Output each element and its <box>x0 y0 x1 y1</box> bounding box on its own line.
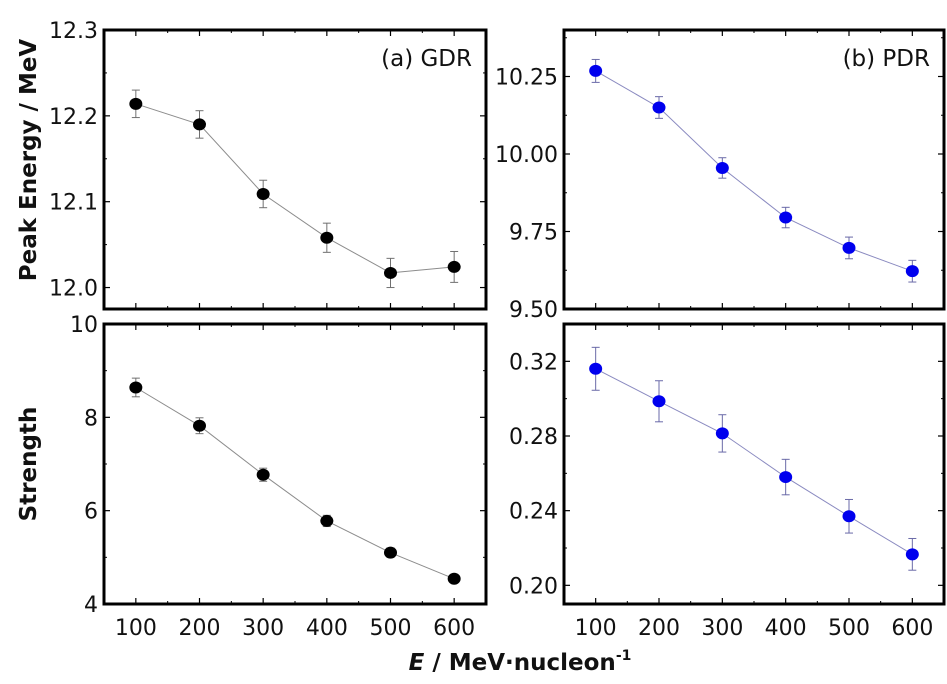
x-tick-label: 500 <box>828 616 870 641</box>
x-tick-label: 300 <box>242 616 284 641</box>
y-tick-label: 10 <box>70 313 98 338</box>
series-line <box>595 368 913 555</box>
x-tick-label: 500 <box>370 616 412 641</box>
panel-a-gdr-peak-energy: 12.0 12.1 12.2 12.3 (a) GDR <box>49 19 488 311</box>
series-line <box>135 387 455 580</box>
plot-frame <box>102 322 488 606</box>
data-point <box>320 514 334 527</box>
data-point <box>715 161 729 174</box>
data-point <box>589 362 603 375</box>
panel-label: (b) PDR <box>843 46 930 72</box>
xlabel-italic: E <box>409 650 425 676</box>
x-tick-label: 200 <box>638 616 680 641</box>
data-point <box>384 546 397 559</box>
y-tick-label: 10.25 <box>495 66 558 91</box>
x-tick-label: 100 <box>575 616 617 641</box>
y-tick-label: 0.32 <box>509 350 558 375</box>
data-point <box>193 419 206 432</box>
data-point <box>384 266 397 279</box>
data-point <box>193 118 206 131</box>
y-tick-label: 0.28 <box>509 425 558 450</box>
data-point <box>842 241 856 254</box>
y-tick-label: 9.75 <box>509 221 558 246</box>
data-point <box>320 231 334 244</box>
data-point <box>447 572 461 585</box>
xlabel-superscript: -1 <box>616 648 632 664</box>
panel-d-pdr-strength: 100 200 300 400 500 600 0.20 0.24 0.28 0.32 <box>509 322 946 641</box>
ylabel-strength: Strength <box>16 407 42 522</box>
y-tick-label: 6 <box>84 500 98 525</box>
y-tick-label: 12.2 <box>49 105 98 130</box>
data-point <box>129 97 143 110</box>
data-point <box>447 260 461 273</box>
data-point <box>905 265 919 278</box>
data-point <box>779 211 793 224</box>
y-tick-label: 12.1 <box>49 191 98 216</box>
y-tick-label: 9.50 <box>509 298 558 323</box>
data-point <box>715 427 729 440</box>
y-tick-label: 12.3 <box>49 19 98 44</box>
series-line <box>135 103 455 274</box>
x-tick-label: 200 <box>179 616 221 641</box>
plot-frame <box>562 322 946 606</box>
ylabel-peak-energy: Peak Energy / MeV <box>16 39 42 282</box>
panel-label: (a) GDR <box>381 46 472 72</box>
data-point <box>779 471 793 484</box>
x-tick-label: 600 <box>433 616 475 641</box>
data-point <box>589 64 603 77</box>
data-point <box>905 548 919 561</box>
y-tick-label: 8 <box>84 406 98 431</box>
y-tick-label: 4 <box>84 593 98 618</box>
data-point <box>129 381 143 394</box>
y-tick-label: 12.0 <box>49 277 98 302</box>
y-tick-label: 10.00 <box>495 143 558 168</box>
y-tick-label: 0.20 <box>509 574 558 599</box>
x-tick-label: 600 <box>891 616 933 641</box>
x-tick-label: 400 <box>765 616 807 641</box>
panel-c-gdr-strength: 100 200 300 400 500 600 4 6 8 10 <box>70 313 488 641</box>
series-line <box>595 70 913 272</box>
data-point <box>842 510 856 523</box>
data-point <box>256 468 270 481</box>
xlabel-text: / MeV·nucleon <box>424 650 615 676</box>
data-point <box>652 101 666 114</box>
x-tick-label: 400 <box>306 616 348 641</box>
x-tick-label: 100 <box>115 616 157 641</box>
y-tick-label: 0.24 <box>509 500 558 525</box>
data-point <box>652 395 666 408</box>
xlabel-shared: E / MeV·nucleon-1 <box>409 648 632 676</box>
panel-b-pdr-peak-energy: 9.50 9.75 10.00 10.25 (b) PDR <box>495 28 946 323</box>
x-tick-label: 300 <box>701 616 743 641</box>
data-point <box>256 187 270 200</box>
